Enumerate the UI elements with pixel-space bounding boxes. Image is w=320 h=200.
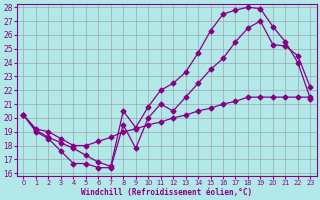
X-axis label: Windchill (Refroidissement éolien,°C): Windchill (Refroidissement éolien,°C) (81, 188, 252, 197)
